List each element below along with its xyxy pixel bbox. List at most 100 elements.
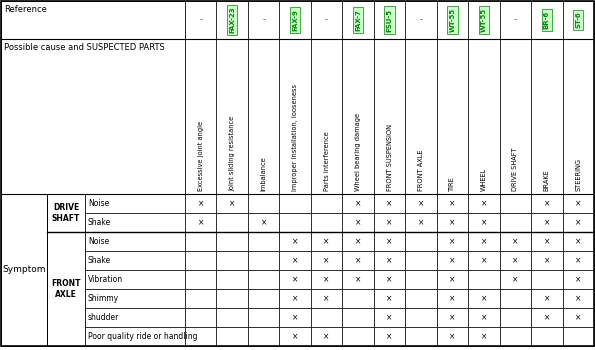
- Bar: [311, 39, 342, 194]
- Bar: [531, 232, 562, 251]
- Bar: [562, 1, 594, 39]
- Bar: [437, 251, 468, 270]
- Bar: [500, 1, 531, 39]
- Bar: [562, 213, 594, 232]
- Text: FAX-9: FAX-9: [292, 9, 298, 31]
- Bar: [437, 270, 468, 289]
- Bar: [311, 270, 342, 289]
- Bar: [217, 194, 248, 213]
- Bar: [437, 194, 468, 213]
- Bar: [217, 39, 248, 194]
- Text: ×: ×: [512, 275, 518, 284]
- Text: ×: ×: [292, 313, 298, 322]
- Bar: [500, 194, 531, 213]
- Bar: [405, 194, 437, 213]
- Bar: [1, 1, 185, 39]
- Text: FSU-5: FSU-5: [387, 8, 393, 32]
- Text: ×: ×: [575, 256, 581, 265]
- Bar: [185, 308, 217, 327]
- Bar: [374, 251, 405, 270]
- Bar: [468, 39, 500, 194]
- Text: -: -: [514, 15, 517, 24]
- Text: ×: ×: [575, 313, 581, 322]
- Bar: [280, 289, 311, 308]
- Bar: [217, 289, 248, 308]
- Bar: [248, 1, 280, 39]
- Text: ×: ×: [512, 256, 518, 265]
- Bar: [562, 39, 594, 194]
- Bar: [405, 251, 437, 270]
- Text: ×: ×: [544, 218, 550, 227]
- Bar: [342, 251, 374, 270]
- Bar: [85, 270, 185, 289]
- Text: Poor quality ride or handling: Poor quality ride or handling: [88, 332, 198, 341]
- Bar: [405, 232, 437, 251]
- Text: DRIVE SHAFT: DRIVE SHAFT: [512, 147, 518, 191]
- Text: ×: ×: [449, 218, 456, 227]
- Bar: [405, 39, 437, 194]
- Bar: [531, 1, 562, 39]
- Text: ×: ×: [449, 275, 456, 284]
- Text: ×: ×: [449, 237, 456, 246]
- Bar: [500, 213, 531, 232]
- Text: Symptom: Symptom: [2, 266, 46, 274]
- Text: FRONT SUSPENSION: FRONT SUSPENSION: [387, 124, 393, 191]
- Bar: [280, 327, 311, 346]
- Bar: [311, 308, 342, 327]
- Text: WT-55: WT-55: [481, 8, 487, 32]
- Text: ×: ×: [355, 218, 361, 227]
- Bar: [248, 289, 280, 308]
- Text: ST-6: ST-6: [575, 12, 581, 28]
- Bar: [185, 194, 217, 213]
- Text: ×: ×: [575, 199, 581, 208]
- Text: Noise: Noise: [88, 237, 109, 246]
- Text: Parts interference: Parts interference: [324, 131, 330, 191]
- Bar: [437, 289, 468, 308]
- Bar: [248, 251, 280, 270]
- Text: ×: ×: [292, 294, 298, 303]
- Text: ×: ×: [355, 275, 361, 284]
- Bar: [311, 289, 342, 308]
- Text: Shake: Shake: [88, 218, 111, 227]
- Bar: [531, 289, 562, 308]
- Bar: [217, 327, 248, 346]
- Text: ×: ×: [386, 313, 393, 322]
- Text: ×: ×: [575, 237, 581, 246]
- Bar: [342, 213, 374, 232]
- Text: -: -: [419, 15, 422, 24]
- Text: ×: ×: [324, 237, 330, 246]
- Bar: [185, 251, 217, 270]
- Bar: [248, 39, 280, 194]
- Bar: [342, 289, 374, 308]
- Text: Possible cause and SUSPECTED PARTS: Possible cause and SUSPECTED PARTS: [4, 43, 165, 52]
- Bar: [374, 327, 405, 346]
- Text: shudder: shudder: [88, 313, 120, 322]
- Text: FAX-23: FAX-23: [229, 7, 235, 33]
- Bar: [185, 289, 217, 308]
- Text: ×: ×: [386, 237, 393, 246]
- Bar: [1, 194, 47, 346]
- Text: Reference: Reference: [4, 5, 47, 14]
- Bar: [85, 194, 185, 213]
- Text: Imbalance: Imbalance: [261, 156, 267, 191]
- Text: ×: ×: [386, 294, 393, 303]
- Bar: [531, 270, 562, 289]
- Bar: [185, 232, 217, 251]
- Text: ×: ×: [292, 256, 298, 265]
- Bar: [248, 308, 280, 327]
- Text: ×: ×: [481, 256, 487, 265]
- Bar: [500, 232, 531, 251]
- Bar: [405, 289, 437, 308]
- Text: ×: ×: [481, 199, 487, 208]
- Text: ×: ×: [575, 275, 581, 284]
- Bar: [562, 251, 594, 270]
- Bar: [468, 251, 500, 270]
- Bar: [437, 232, 468, 251]
- Text: ×: ×: [481, 237, 487, 246]
- Text: Excessive joint angle: Excessive joint angle: [198, 121, 203, 191]
- Text: ×: ×: [386, 218, 393, 227]
- Bar: [405, 270, 437, 289]
- Text: ×: ×: [481, 332, 487, 341]
- Bar: [437, 39, 468, 194]
- Text: ×: ×: [481, 313, 487, 322]
